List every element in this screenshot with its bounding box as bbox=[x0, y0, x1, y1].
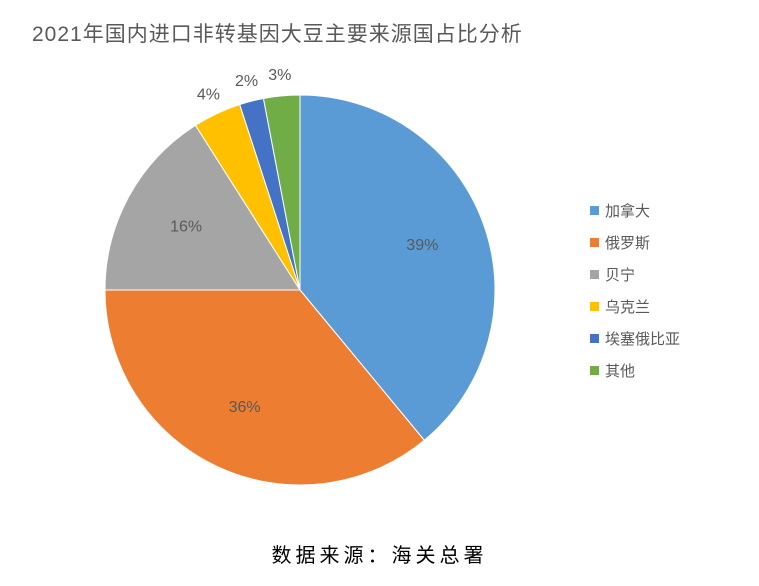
legend-item: 乌克兰 bbox=[590, 296, 680, 317]
slice-label: 4% bbox=[197, 87, 220, 104]
slice-label: 39% bbox=[406, 237, 438, 254]
legend-item: 俄罗斯 bbox=[590, 232, 680, 253]
slice-label: 2% bbox=[235, 73, 258, 90]
legend-label: 其他 bbox=[605, 360, 635, 381]
legend-label: 贝宁 bbox=[605, 264, 635, 285]
chart-title: 2021年国内进口非转基因大豆主要来源国占比分析 bbox=[32, 18, 523, 48]
slice-label: 3% bbox=[268, 67, 291, 84]
pie-svg: 39% 36% 16% 4% 2% 3% bbox=[30, 60, 570, 510]
legend-label: 俄罗斯 bbox=[605, 232, 650, 253]
legend-swatch bbox=[590, 302, 599, 311]
pie-chart: 39% 36% 16% 4% 2% 3% bbox=[30, 60, 570, 510]
data-source: 数据来源：海关总署 bbox=[0, 539, 759, 568]
legend-label: 埃塞俄比亚 bbox=[605, 328, 680, 349]
legend-item: 埃塞俄比亚 bbox=[590, 328, 680, 349]
legend-swatch bbox=[590, 238, 599, 247]
legend-swatch bbox=[590, 206, 599, 215]
legend: 加拿大俄罗斯贝宁乌克兰埃塞俄比亚其他 bbox=[590, 200, 680, 381]
slice-label: 36% bbox=[229, 399, 261, 416]
legend-swatch bbox=[590, 270, 599, 279]
legend-item: 其他 bbox=[590, 360, 680, 381]
slice-label: 16% bbox=[170, 219, 202, 236]
legend-swatch bbox=[590, 334, 599, 343]
legend-item: 贝宁 bbox=[590, 264, 680, 285]
legend-label: 乌克兰 bbox=[605, 296, 650, 317]
legend-item: 加拿大 bbox=[590, 200, 680, 221]
legend-swatch bbox=[590, 366, 599, 375]
legend-label: 加拿大 bbox=[605, 200, 650, 221]
